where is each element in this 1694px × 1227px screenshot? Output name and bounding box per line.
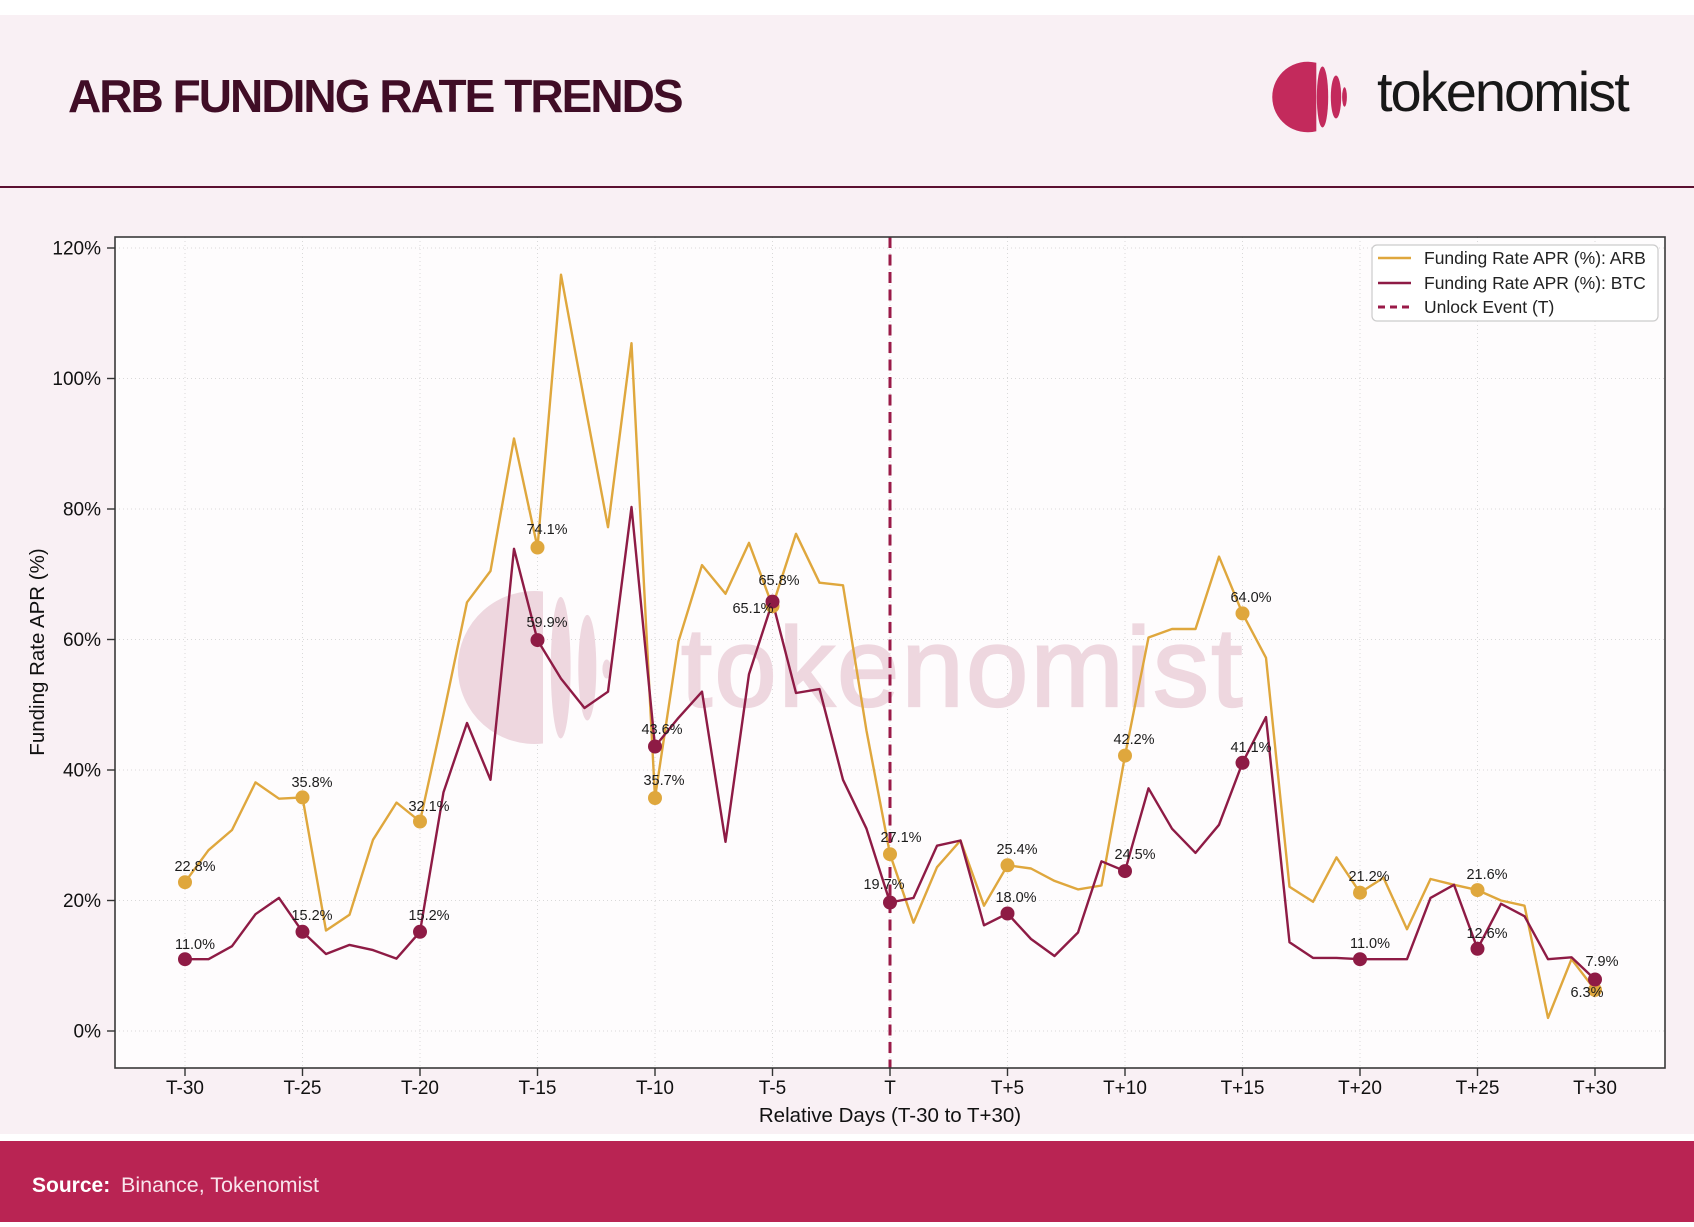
svg-text:100%: 100% (52, 369, 101, 390)
svg-text:tokenomist: tokenomist (1377, 60, 1630, 123)
svg-text:Unlock Event (T): Unlock Event (T) (1424, 297, 1554, 317)
svg-text:Relative Days (T-30 to T+30): Relative Days (T-30 to T+30) (759, 1104, 1021, 1127)
svg-text:T-20: T-20 (401, 1078, 439, 1099)
svg-text:60%: 60% (63, 630, 101, 651)
svg-text:18.0%: 18.0% (995, 890, 1036, 906)
svg-text:T-15: T-15 (518, 1078, 556, 1099)
svg-text:T+15: T+15 (1221, 1078, 1265, 1099)
svg-text:64.0%: 64.0% (1230, 590, 1271, 606)
svg-text:21.6%: 21.6% (1466, 867, 1507, 883)
svg-text:41.1%: 41.1% (1230, 740, 1271, 756)
svg-text:22.8%: 22.8% (174, 859, 215, 875)
svg-text:Funding Rate APR (%): BTC: Funding Rate APR (%): BTC (1424, 273, 1646, 293)
svg-text:T-25: T-25 (283, 1078, 321, 1099)
svg-text:20%: 20% (63, 891, 101, 912)
svg-text:25.4%: 25.4% (996, 842, 1037, 858)
svg-text:43.6%: 43.6% (641, 722, 682, 738)
svg-text:65.8%: 65.8% (758, 573, 799, 589)
svg-text:24.5%: 24.5% (1114, 847, 1155, 863)
svg-text:21.2%: 21.2% (1348, 869, 1389, 885)
svg-text:11.0%: 11.0% (175, 937, 215, 953)
svg-text:T+30: T+30 (1573, 1078, 1617, 1099)
svg-text:65.1%: 65.1% (732, 601, 773, 617)
svg-text:15.2%: 15.2% (291, 908, 332, 924)
svg-text:T+5: T+5 (991, 1078, 1024, 1099)
svg-text:Source:: Source: (32, 1174, 110, 1197)
svg-text:40%: 40% (63, 761, 101, 782)
svg-text:11.0%: 11.0% (1350, 936, 1390, 952)
svg-text:59.9%: 59.9% (526, 615, 567, 631)
svg-text:tokenomist: tokenomist (681, 605, 1245, 730)
svg-text:6.3%: 6.3% (1570, 985, 1603, 1001)
svg-text:35.7%: 35.7% (643, 773, 684, 789)
svg-text:80%: 80% (63, 500, 101, 521)
svg-text:0%: 0% (74, 1022, 102, 1043)
svg-text:35.8%: 35.8% (291, 775, 332, 791)
svg-text:T: T (884, 1078, 896, 1099)
svg-text:T-30: T-30 (166, 1078, 204, 1099)
svg-text:12.6%: 12.6% (1466, 926, 1507, 942)
svg-text:120%: 120% (52, 239, 101, 260)
svg-text:T-5: T-5 (759, 1078, 786, 1099)
svg-text:Funding Rate APR (%): ARB: Funding Rate APR (%): ARB (1424, 248, 1646, 268)
svg-text:T+25: T+25 (1456, 1078, 1500, 1099)
svg-text:T+10: T+10 (1103, 1078, 1147, 1099)
svg-text:7.9%: 7.9% (1585, 954, 1618, 970)
svg-text:T-10: T-10 (636, 1078, 674, 1099)
svg-text:ARB FUNDING RATE TRENDS: ARB FUNDING RATE TRENDS (68, 70, 682, 122)
svg-text:27.1%: 27.1% (880, 830, 921, 846)
svg-text:Funding Rate APR (%): Funding Rate APR (%) (26, 548, 49, 755)
svg-text:74.1%: 74.1% (526, 522, 567, 538)
svg-text:19.7%: 19.7% (863, 877, 904, 893)
svg-text:Binance, Tokenomist: Binance, Tokenomist (121, 1173, 319, 1197)
svg-text:42.2%: 42.2% (1113, 732, 1154, 748)
svg-text:T+20: T+20 (1338, 1078, 1382, 1099)
svg-text:15.2%: 15.2% (408, 908, 449, 924)
svg-text:32.1%: 32.1% (408, 799, 449, 815)
